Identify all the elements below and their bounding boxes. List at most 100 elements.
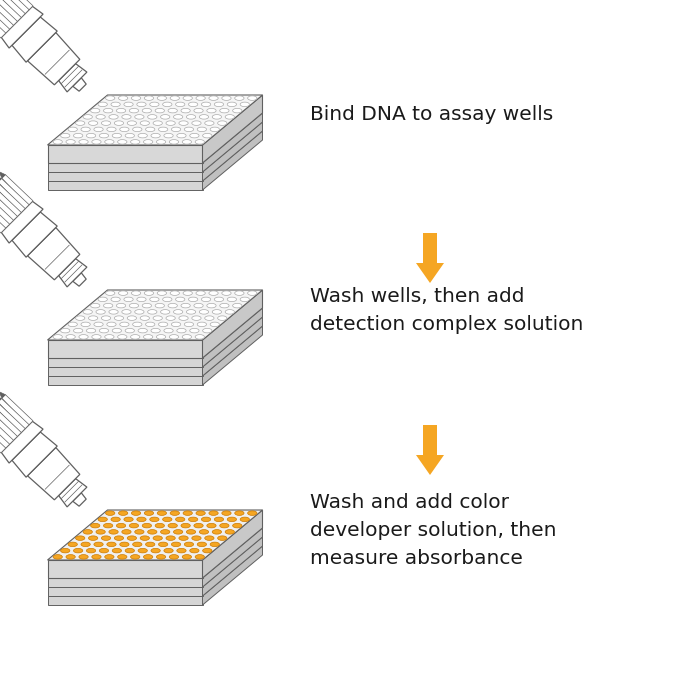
Ellipse shape [111, 102, 120, 107]
Ellipse shape [109, 310, 118, 314]
Ellipse shape [144, 555, 153, 559]
Polygon shape [202, 308, 262, 367]
Polygon shape [48, 181, 202, 190]
Ellipse shape [156, 140, 166, 144]
Ellipse shape [225, 115, 234, 119]
Polygon shape [73, 78, 86, 91]
Ellipse shape [102, 121, 111, 125]
Polygon shape [1, 421, 43, 463]
Ellipse shape [144, 511, 153, 515]
Ellipse shape [88, 316, 98, 320]
Ellipse shape [197, 127, 206, 131]
Ellipse shape [105, 555, 114, 559]
Ellipse shape [118, 555, 127, 559]
Ellipse shape [186, 115, 196, 119]
Ellipse shape [118, 334, 127, 339]
Ellipse shape [130, 304, 139, 308]
Ellipse shape [124, 517, 133, 522]
Polygon shape [423, 233, 437, 263]
Ellipse shape [112, 328, 122, 333]
Polygon shape [48, 560, 202, 578]
Ellipse shape [107, 127, 116, 131]
Ellipse shape [109, 115, 118, 119]
Ellipse shape [212, 115, 221, 119]
Ellipse shape [199, 115, 209, 119]
Ellipse shape [146, 127, 155, 131]
Ellipse shape [124, 297, 133, 302]
Polygon shape [0, 194, 13, 225]
Ellipse shape [153, 536, 162, 540]
Ellipse shape [170, 291, 179, 295]
Ellipse shape [98, 297, 107, 302]
Ellipse shape [83, 115, 92, 119]
Ellipse shape [114, 121, 124, 125]
Polygon shape [0, 175, 1, 182]
Ellipse shape [118, 96, 128, 101]
Ellipse shape [234, 511, 244, 515]
Ellipse shape [53, 140, 62, 144]
Ellipse shape [111, 297, 120, 302]
Ellipse shape [150, 517, 159, 522]
Ellipse shape [228, 517, 237, 522]
Ellipse shape [184, 127, 194, 131]
Ellipse shape [190, 133, 199, 138]
Ellipse shape [162, 102, 172, 107]
Text: Bind DNA to assay wells: Bind DNA to assay wells [310, 105, 553, 124]
Ellipse shape [125, 328, 134, 333]
Polygon shape [27, 33, 80, 85]
Polygon shape [0, 183, 25, 213]
Ellipse shape [186, 310, 196, 314]
Ellipse shape [142, 523, 151, 528]
Ellipse shape [156, 555, 166, 559]
Ellipse shape [127, 316, 136, 320]
Ellipse shape [118, 291, 128, 295]
Ellipse shape [210, 322, 219, 327]
Polygon shape [59, 479, 87, 507]
Polygon shape [73, 273, 86, 286]
Ellipse shape [132, 511, 141, 515]
Ellipse shape [199, 310, 209, 314]
Ellipse shape [76, 316, 85, 320]
Ellipse shape [218, 121, 227, 125]
Ellipse shape [160, 529, 170, 534]
Ellipse shape [182, 555, 192, 559]
Ellipse shape [151, 133, 160, 138]
Ellipse shape [169, 140, 178, 144]
Polygon shape [0, 395, 1, 402]
Polygon shape [48, 510, 262, 560]
Polygon shape [202, 122, 262, 181]
Ellipse shape [66, 140, 76, 144]
Ellipse shape [146, 542, 155, 547]
Polygon shape [1, 6, 43, 48]
Ellipse shape [184, 542, 194, 547]
Ellipse shape [132, 291, 141, 295]
Ellipse shape [248, 96, 257, 101]
Ellipse shape [132, 322, 142, 327]
Polygon shape [48, 358, 202, 367]
Ellipse shape [192, 536, 201, 540]
Ellipse shape [74, 133, 83, 138]
Ellipse shape [136, 102, 146, 107]
Ellipse shape [196, 291, 205, 295]
Ellipse shape [94, 542, 103, 547]
Ellipse shape [112, 549, 122, 553]
Ellipse shape [114, 316, 124, 320]
Polygon shape [0, 190, 18, 222]
Ellipse shape [194, 108, 203, 113]
Polygon shape [0, 406, 21, 438]
Ellipse shape [158, 542, 168, 547]
Ellipse shape [83, 310, 92, 314]
Ellipse shape [74, 549, 83, 553]
Ellipse shape [176, 517, 185, 522]
Polygon shape [416, 263, 444, 283]
Ellipse shape [166, 121, 175, 125]
Ellipse shape [122, 310, 131, 314]
Ellipse shape [130, 108, 139, 113]
Polygon shape [48, 587, 202, 596]
Ellipse shape [177, 133, 186, 138]
Ellipse shape [120, 322, 129, 327]
Ellipse shape [210, 542, 219, 547]
Ellipse shape [188, 297, 198, 302]
Ellipse shape [105, 334, 114, 339]
Ellipse shape [158, 96, 167, 101]
